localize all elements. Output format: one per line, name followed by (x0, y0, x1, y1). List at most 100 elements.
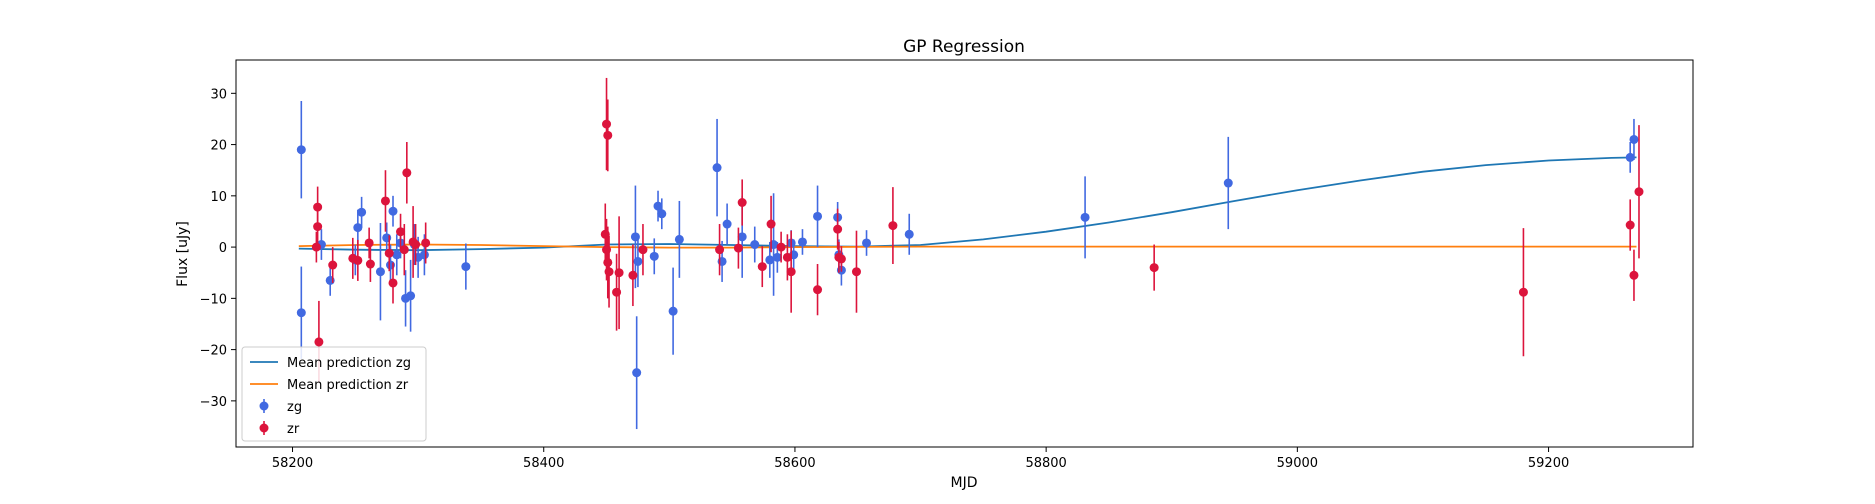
data-point-zg (772, 252, 782, 262)
data-point-zr (614, 268, 624, 278)
legend-marker-swatch (259, 423, 269, 433)
data-point-zg (657, 209, 667, 219)
data-point-zr (604, 267, 614, 277)
data-point-zr (813, 285, 823, 295)
x-tick-label: 58800 (1025, 456, 1066, 471)
axis-ticks: 58200 58400 58600 58800 59000 59200 −30 −20 −10 0… (200, 87, 1570, 471)
chart-title: GP Regression (903, 37, 1025, 57)
data-point-zg (737, 232, 747, 242)
data-point-zg (375, 267, 385, 277)
legend-entry-mean-prediction-zg: Mean prediction zg (250, 356, 411, 371)
data-point-zr (380, 196, 390, 206)
legend-label: Mean prediction zg (287, 356, 411, 371)
data-point-zg (862, 238, 872, 248)
data-point-zg (1223, 178, 1233, 188)
data-point-zr (782, 252, 792, 262)
data-point-zg (357, 207, 367, 217)
legend-label: zg (287, 400, 302, 415)
x-axis-label: MJD (951, 475, 978, 491)
data-point-zg (722, 219, 732, 229)
data-point-zg (1080, 212, 1090, 222)
data-point-zr (314, 337, 324, 347)
series-zr (311, 77, 1644, 383)
y-tick-label: −10 (200, 292, 227, 307)
data-point-zr (1634, 187, 1644, 197)
data-point-zr (757, 262, 767, 272)
legend-entry-zg: zg (259, 399, 302, 415)
legend-marker-swatch (259, 401, 269, 411)
data-point-zr (328, 260, 338, 270)
data-point-zr (602, 119, 612, 129)
data-point-zg (649, 251, 659, 261)
data-point-zr (715, 245, 725, 255)
data-point-zr (399, 245, 409, 255)
y-tick-label: 0 (219, 241, 227, 256)
data-point-zr (1149, 263, 1159, 273)
data-point-zr (402, 168, 412, 178)
x-tick-label: 58600 (774, 456, 815, 471)
legend-entry-zr: zr (259, 421, 300, 437)
data-point-zg (904, 229, 914, 239)
data-point-zr (888, 221, 898, 231)
data-point-zg (353, 223, 363, 233)
x-tick-label: 58200 (272, 456, 313, 471)
data-point-zr (833, 224, 843, 234)
y-tick-label: −30 (200, 395, 227, 410)
data-point-zg (388, 206, 398, 216)
data-point-zg (653, 201, 663, 211)
x-tick-label: 59000 (1277, 456, 1318, 471)
y-axis-label: Flux [uJy] (175, 221, 191, 287)
data-point-zg (674, 234, 684, 244)
legend: Mean prediction zg Mean prediction zr zg zr (241, 346, 427, 442)
y-tick-label: 20 (210, 139, 227, 154)
data-point-zg (1625, 152, 1635, 162)
data-point-zr (851, 267, 861, 277)
y-tick-label: −20 (200, 344, 227, 359)
legend-label: zr (287, 422, 300, 437)
plot-area (296, 77, 1644, 430)
y-tick-label: 10 (210, 190, 227, 205)
data-point-zg (633, 256, 643, 266)
data-point-zr (776, 242, 786, 252)
data-point-zg (461, 262, 471, 272)
data-point-zr (384, 248, 394, 258)
data-point-zg (406, 291, 416, 301)
data-point-zr (411, 240, 421, 250)
data-point-zr (364, 238, 374, 248)
legend-entry-mean-prediction-zr: Mean prediction zr (250, 378, 409, 393)
x-tick-label: 59200 (1528, 456, 1569, 471)
x-tick-label: 58400 (523, 456, 564, 471)
data-point-zr (421, 238, 431, 248)
data-point-zg (813, 211, 823, 221)
data-point-zg (1629, 134, 1639, 144)
data-point-zr (1629, 270, 1639, 280)
data-point-zg (797, 237, 807, 247)
axes-frame (235, 59, 1694, 448)
data-point-zg (632, 368, 642, 378)
legend-label: Mean prediction zr (287, 378, 409, 393)
data-point-zr (836, 254, 846, 264)
data-point-zr (603, 130, 613, 140)
data-point-zr (1625, 220, 1635, 230)
mean-prediction-zg-line (298, 156, 1637, 252)
data-point-zr (638, 245, 648, 255)
data-point-zg (392, 250, 402, 260)
data-point-zr (313, 222, 323, 232)
data-point-zr (396, 227, 406, 237)
data-point-zr (388, 278, 398, 288)
data-point-zg (296, 308, 306, 318)
data-point-zr (766, 219, 776, 229)
data-point-zg (765, 255, 775, 265)
data-point-zr (786, 267, 796, 277)
data-point-zr (1518, 287, 1528, 297)
data-point-zr (365, 259, 375, 269)
legend-box (241, 346, 427, 442)
data-point-zg (668, 306, 678, 316)
data-point-zg (296, 145, 306, 155)
data-point-zr (733, 243, 743, 253)
data-point-zg (750, 240, 760, 250)
data-point-zr (311, 242, 321, 252)
data-point-zr (353, 255, 363, 265)
